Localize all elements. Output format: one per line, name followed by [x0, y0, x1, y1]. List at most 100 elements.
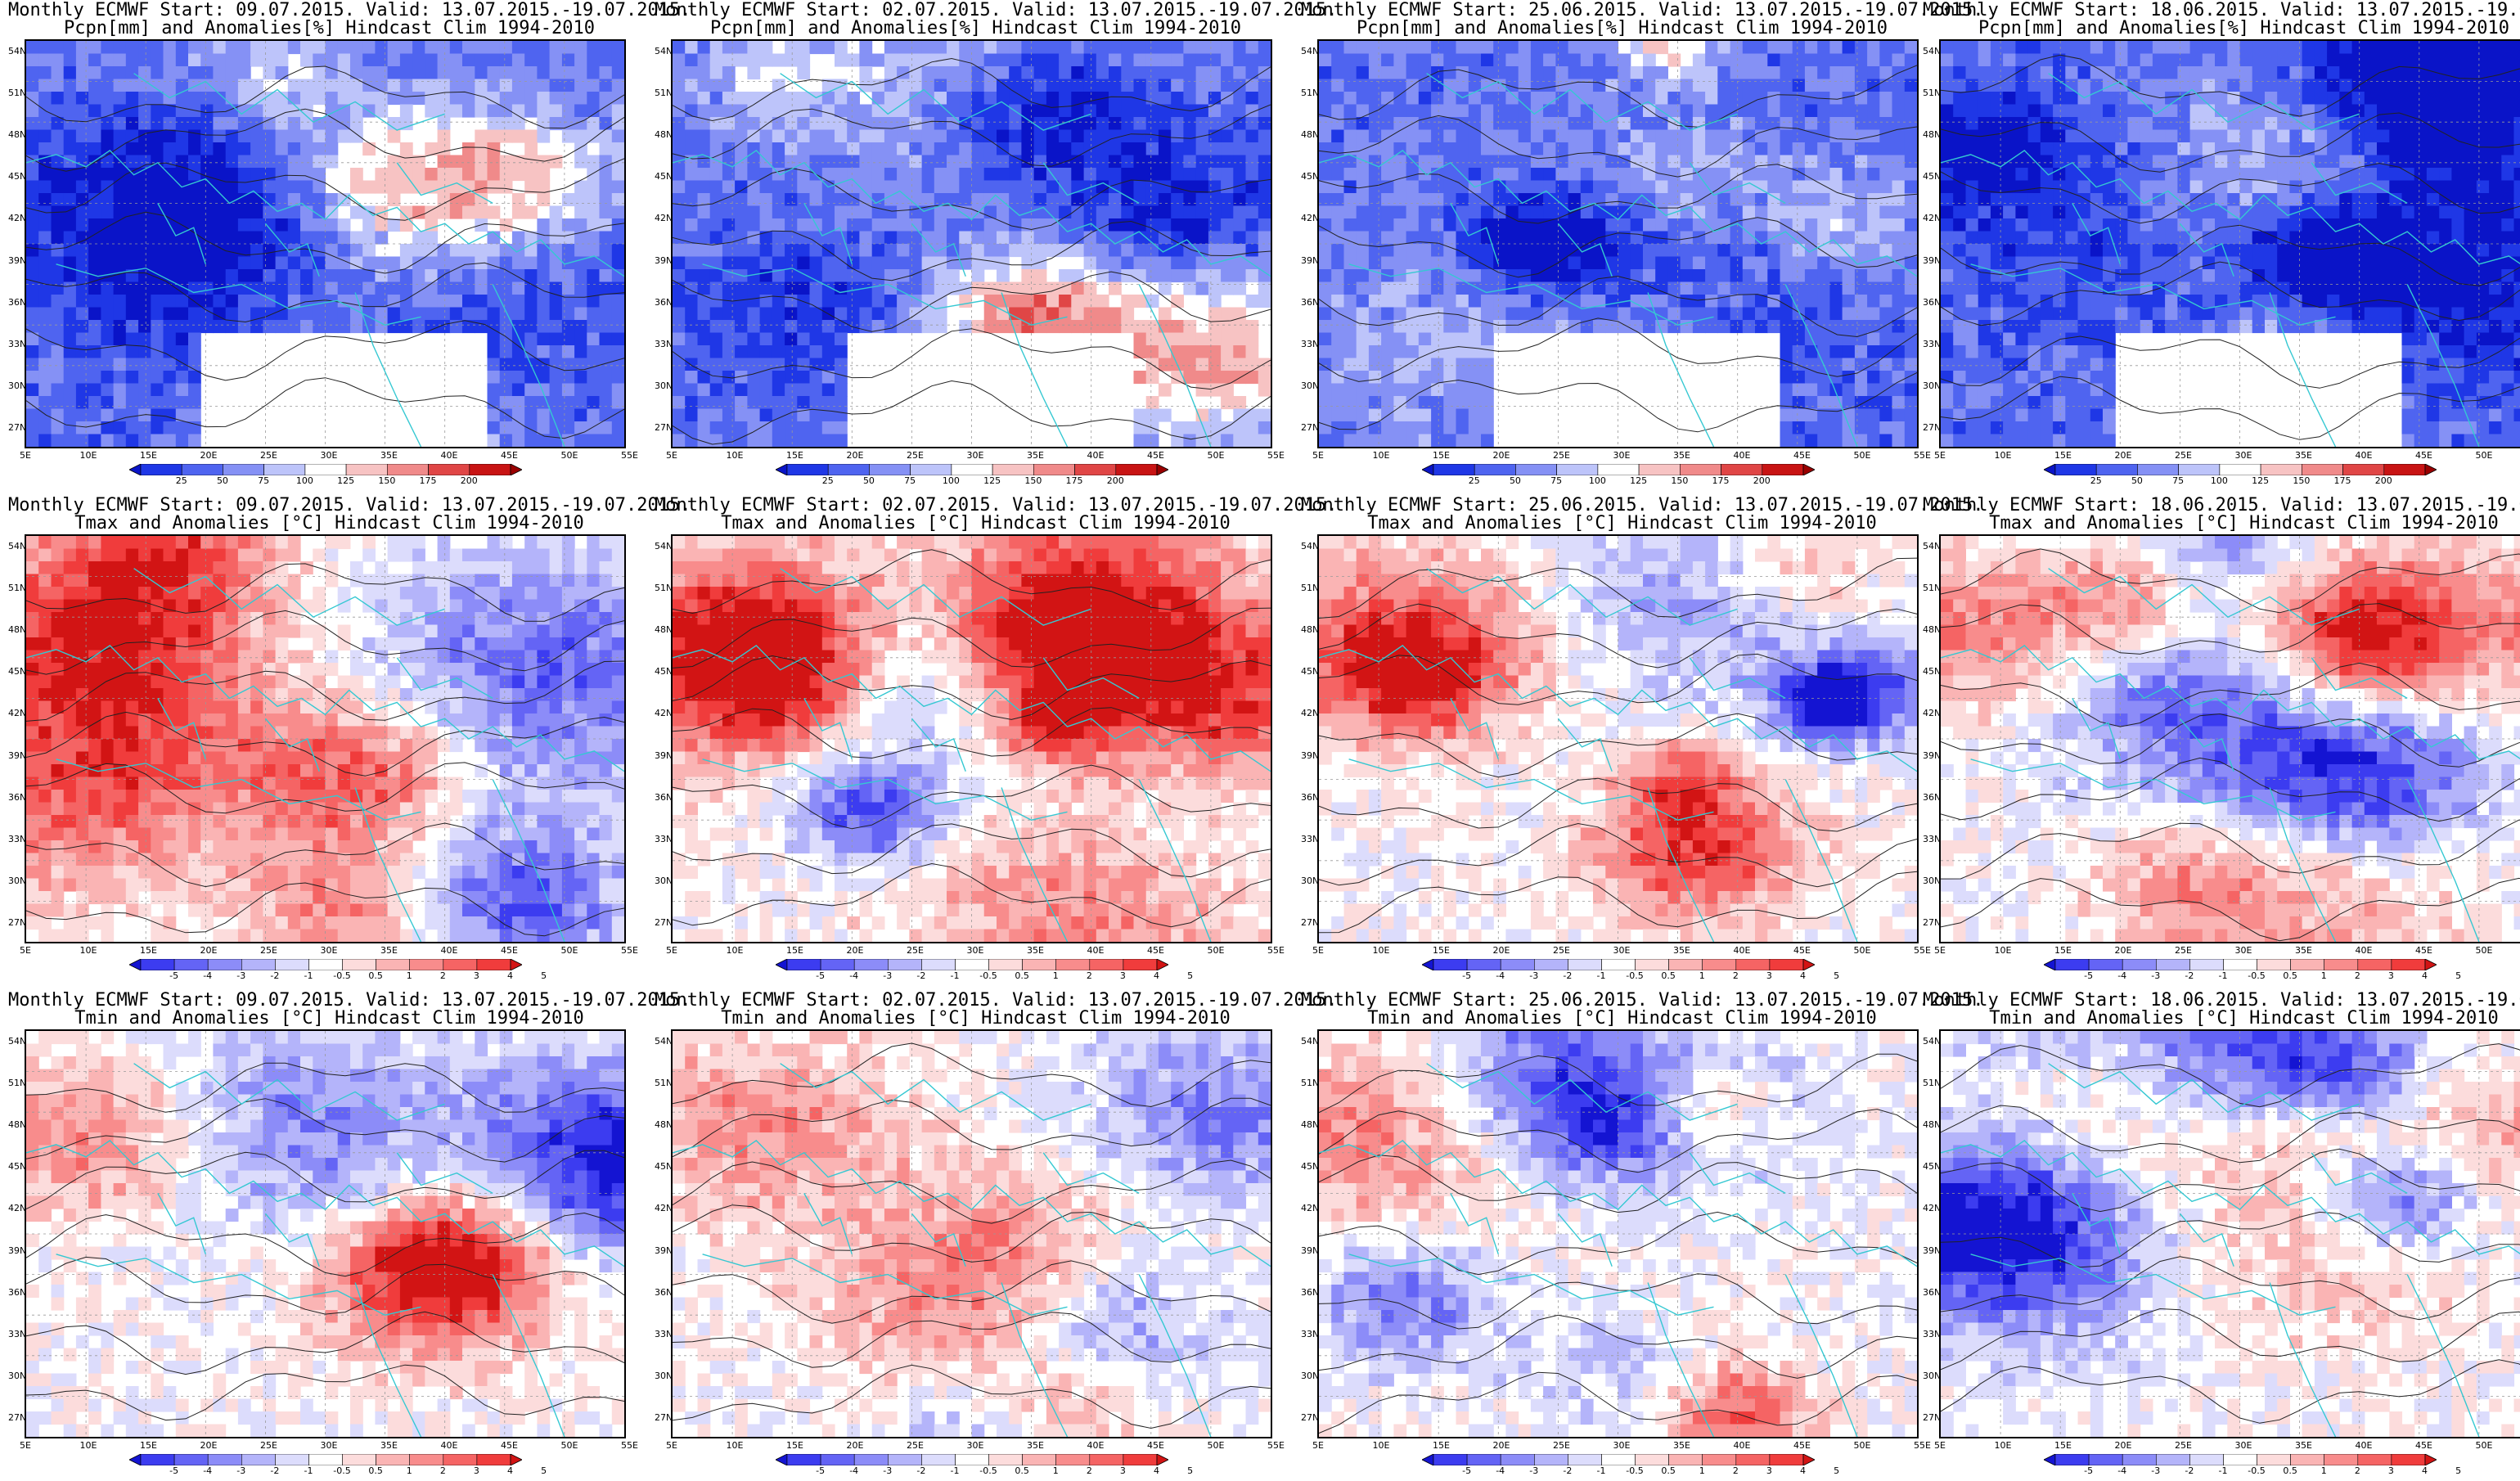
latitude-label: 54N — [1301, 541, 1319, 551]
longitude-label: 15E — [2054, 945, 2072, 956]
colorbar-tick-label: 1 — [1699, 970, 1705, 981]
colorbar-tick-label: 5 — [1834, 1465, 1839, 1476]
longitude-label: 40E — [2356, 1440, 2373, 1451]
latitude-label: 45N — [1923, 1161, 1941, 1172]
longitude-label: 20E — [847, 450, 864, 461]
colorbar-tick-label: -3 — [1529, 970, 1538, 981]
latitude-label: 27N — [1923, 422, 1941, 433]
latitude-label: 36N — [8, 1287, 26, 1298]
colorbar-tick-label: 0.5 — [368, 970, 383, 981]
longitude-label: 25E — [1553, 450, 1570, 461]
longitude-label: 10E — [1373, 1440, 1390, 1451]
longitude-label: 45E — [2415, 945, 2432, 956]
longitude-label: 45E — [1793, 1440, 1811, 1451]
latitude-label: 33N — [8, 834, 26, 844]
longitude-label: 40E — [2356, 450, 2373, 461]
colorbar-tick-label: 4 — [507, 970, 513, 981]
latitude-label: 48N — [8, 129, 26, 140]
colorbar-tick-label: 0.5 — [1661, 970, 1676, 981]
longitude-label: 15E — [140, 1440, 157, 1451]
colorbar-tick-label: 2 — [440, 1465, 446, 1476]
latitude-label: 39N — [655, 750, 673, 761]
forecast-panel-r3-c1: Monthly ECMWF Start: 09.07.2015. Valid: … — [8, 990, 650, 1481]
colorbar-tick-label: 2 — [440, 970, 446, 981]
forecast-panel-r2-c1: Monthly ECMWF Start: 09.07.2015. Valid: … — [8, 495, 650, 986]
latitude-label: 42N — [655, 1203, 673, 1213]
forecast-panel-r2-c2: Monthly ECMWF Start: 02.07.2015. Valid: … — [655, 495, 1297, 986]
colorbar-tick-label: 4 — [1154, 970, 1159, 981]
longitude-label: 5E — [1934, 450, 1946, 461]
longitude-label: 50E — [561, 1440, 578, 1451]
colorbar-tick-label: 75 — [1550, 475, 1562, 486]
longitude-label: 55E — [1267, 450, 1285, 461]
colorbar-tick-label: -4 — [203, 970, 212, 981]
panel-title-header: Monthly ECMWF Start: 09.07.2015. Valid: … — [8, 2, 650, 20]
latitude-label: 33N — [1301, 834, 1319, 844]
colorbar-tick-label: -0.5 — [333, 970, 350, 981]
longitude-label: 25E — [1553, 945, 1570, 956]
latitude-label: 54N — [655, 541, 673, 551]
colorbar-tick-label: -5 — [816, 970, 825, 981]
longitude-label: 30E — [2235, 945, 2252, 956]
longitude-label: 45E — [1147, 945, 1164, 956]
panel-title-variable: Tmin and Anomalies [°C] Hindcast Clim 19… — [655, 1010, 1297, 1028]
colorbar-tick-label: -4 — [1496, 970, 1505, 981]
map-plot — [1939, 534, 2520, 943]
colorbar-tick-label: -2 — [2185, 970, 2194, 981]
latitude-label: 39N — [1301, 750, 1319, 761]
colorbar-tick-label: -0.5 — [979, 970, 997, 981]
colorbar-tick-label: -3 — [883, 1465, 892, 1476]
longitude-label: 35E — [1673, 945, 1690, 956]
latitude-label: 36N — [1923, 1287, 1941, 1298]
colorbar-tick-label: 25 — [176, 475, 187, 486]
colorbar-tick-label: 0.5 — [368, 1465, 383, 1476]
latitude-label: 51N — [1301, 1078, 1319, 1088]
colorbar-tick-label: 3 — [474, 1465, 479, 1476]
colorbar-tick-label: 150 — [378, 475, 395, 486]
longitude-label: 30E — [1613, 450, 1631, 461]
longitude-label: 40E — [1087, 1440, 1105, 1451]
latitude-label: 45N — [8, 171, 26, 182]
colorbar-tick-label: 3 — [1120, 970, 1126, 981]
colorbar-tick-label: 2 — [1087, 970, 1092, 981]
forecast-panel-r1-c2: Monthly ECMWF Start: 02.07.2015. Valid: … — [655, 0, 1297, 491]
latitude-label: 33N — [8, 1329, 26, 1339]
colorbar-tick-label: 50 — [217, 475, 228, 486]
latitude-label: 48N — [1923, 129, 1941, 140]
colorbar-tick-label: 200 — [1753, 475, 1771, 486]
longitude-label: 10E — [727, 450, 744, 461]
panel-title-header: Monthly ECMWF Start: 18.06.2015. Valid: … — [1923, 2, 2520, 20]
latitude-label: 36N — [1923, 792, 1941, 803]
panel-title-header: Monthly ECMWF Start: 09.07.2015. Valid: … — [8, 992, 650, 1010]
latitude-label: 42N — [8, 1203, 26, 1213]
latitude-label: 54N — [8, 46, 26, 56]
colorbar-tick-label: -0.5 — [2248, 970, 2265, 981]
colorbar-tick-label: -3 — [236, 970, 245, 981]
colorbar-tick-label: -5 — [1462, 1465, 1471, 1476]
longitude-label: 25E — [1553, 1440, 1570, 1451]
latitude-label: 51N — [8, 1078, 26, 1088]
latitude-label: 39N — [1923, 255, 1941, 266]
latitude-label: 39N — [1923, 1245, 1941, 1256]
latitude-label: 33N — [1923, 1329, 1941, 1339]
longitude-label: 40E — [441, 945, 458, 956]
latitude-label: 42N — [1923, 708, 1941, 718]
colorbar-tick-label: -3 — [2151, 1465, 2160, 1476]
colorbar-tick-label: 5 — [2455, 1465, 2461, 1476]
longitude-label: 45E — [501, 1440, 518, 1451]
longitude-label: 5E — [666, 1440, 677, 1451]
latitude-label: 45N — [1301, 666, 1319, 677]
latitude-label: 42N — [1923, 213, 1941, 223]
latitude-label: 54N — [655, 46, 673, 56]
panel-title-header: Monthly ECMWF Start: 18.06.2015. Valid: … — [1923, 497, 2520, 515]
colorbar-tick-label: 50 — [863, 475, 875, 486]
latitude-label: 33N — [8, 339, 26, 349]
colorbar-tick-label: 100 — [2211, 475, 2228, 486]
map-plot — [671, 1029, 1272, 1438]
forecast-panel-r1-c1: Monthly ECMWF Start: 09.07.2015. Valid: … — [8, 0, 650, 491]
colorbar-tick-label: -4 — [203, 1465, 212, 1476]
latitude-label: 42N — [1301, 708, 1319, 718]
longitude-label: 5E — [1934, 1440, 1946, 1451]
longitude-label: 15E — [1433, 945, 1450, 956]
